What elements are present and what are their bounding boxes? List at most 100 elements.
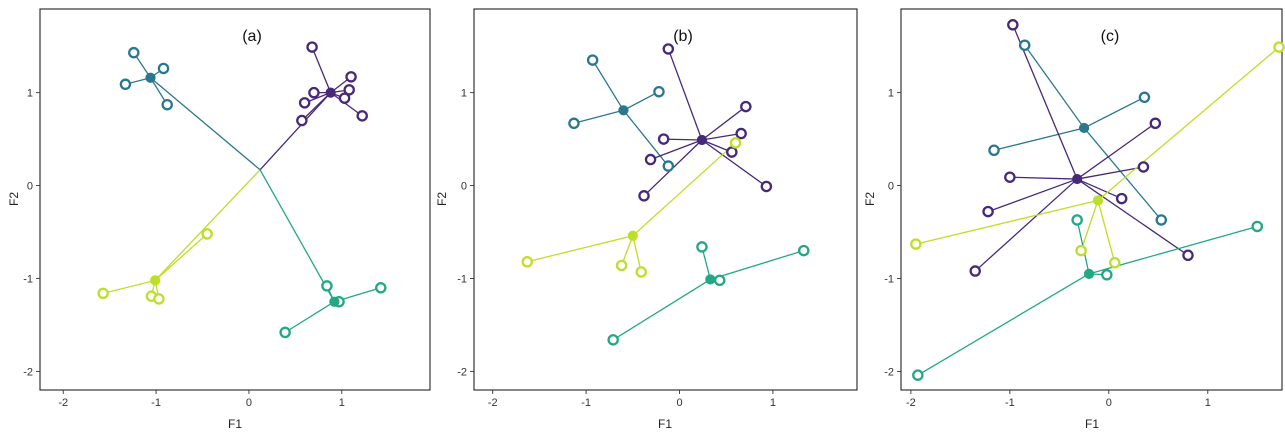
panel-c-observation-point	[911, 240, 920, 249]
panel-c-spoke-line	[1025, 45, 1084, 128]
panel-b-x-tick-label: 1	[770, 397, 776, 409]
panel-c-spoke-line	[1098, 200, 1115, 262]
panel-b-y-tick-label: 0	[461, 181, 467, 193]
panel-a-observation-point	[121, 80, 130, 89]
panel-b-centroid-point	[628, 231, 637, 240]
panel-b-observation-point	[715, 276, 724, 285]
panel-c-observation-point	[1020, 41, 1029, 50]
panel-b-observation-point	[762, 182, 771, 191]
panel-a-observation-point	[159, 64, 168, 73]
panel-c-observation-point	[1253, 222, 1262, 231]
panel-b-y-tick-label: -2	[457, 366, 467, 378]
panel-c: (c) F1 F2 -2 -1 0 1 -2 -1 0 1	[863, 9, 1284, 431]
panel-b-observation-point	[646, 155, 655, 164]
panel-a-observation-point	[297, 116, 306, 125]
panel-a-y-axis-title: F2	[7, 192, 21, 206]
panel-b-centroid-point	[697, 135, 706, 144]
panel-b-spoke-line	[574, 110, 624, 123]
panel-b-spoke-line	[613, 279, 710, 339]
panel-c-spoke-line	[1077, 167, 1143, 179]
panel-b: (b) F1 F2 -2 -1 0 1 -2 -1 0 1	[435, 9, 857, 431]
panel-c-x-tick-label: 0	[1106, 397, 1112, 409]
panel-a-observation-point	[163, 100, 172, 109]
panel-b-observation-point	[737, 129, 746, 138]
panel-c-centroid-point	[1084, 269, 1093, 278]
panel-b-observation-point	[617, 261, 626, 270]
panel-a-x-axis-title: F1	[228, 417, 242, 431]
panel-a-observation-point	[203, 229, 212, 238]
panel-c-x-tick-label: 1	[1205, 397, 1211, 409]
panel-a-x-tick-label: -1	[151, 397, 161, 409]
panel-c-y-tick-label: 1	[888, 88, 894, 100]
panel-b-spoke-line	[710, 251, 803, 280]
panel-a-center-link	[151, 78, 261, 170]
panel-c-observation-point	[1110, 258, 1119, 267]
panel-c-spoke-line	[994, 128, 1084, 150]
panel-b-x-tick-label: -1	[581, 397, 591, 409]
panel-b-observation-point	[588, 56, 597, 65]
panel-c-spoke-line	[918, 274, 1089, 375]
panel-a-observation-point	[307, 43, 316, 52]
panel-b-observation-point	[697, 242, 706, 251]
panel-c-spoke-line	[1084, 97, 1144, 128]
panel-c-x-axis-title: F1	[1085, 417, 1099, 431]
panel-a-plot	[99, 43, 386, 337]
panel-a-centroid-point	[151, 276, 160, 285]
panel-c-observation-point	[1140, 93, 1149, 102]
panel-c-y-axis-title: F2	[863, 192, 877, 206]
panel-c-y-tick-label: -2	[884, 366, 894, 378]
panel-c-observation-point	[1274, 43, 1283, 52]
panel-a-observation-point	[340, 94, 349, 103]
panel-a-observation-point	[281, 328, 290, 337]
panel-b-observation-point	[609, 335, 618, 344]
panel-a-x-tick-label: 1	[339, 397, 345, 409]
panel-a-observation-point	[300, 98, 309, 107]
panel-b-observation-point	[569, 119, 578, 128]
panel-a-title: (a)	[242, 28, 262, 45]
panel-c-observation-point	[1151, 119, 1160, 128]
panel-c-observation-point	[1008, 20, 1017, 29]
panel-a-observation-point	[376, 283, 385, 292]
panel-a-centroid-point	[330, 297, 339, 306]
panel-b-spoke-line	[651, 140, 702, 160]
panel-c-observation-point	[1073, 215, 1082, 224]
panel-c-spoke-line	[975, 179, 1077, 271]
panel-c-spoke-line	[1010, 177, 1077, 179]
panel-c-observation-point	[1117, 194, 1126, 203]
panel-a-observation-point	[154, 294, 163, 303]
panel-b-centroid-point	[619, 106, 628, 115]
panel-b-x-axis-title: F1	[658, 417, 672, 431]
panel-b-observation-point	[637, 267, 646, 276]
panel-b-spoke-line	[668, 49, 702, 140]
panel-b-observation-point	[727, 148, 736, 157]
panel-b-observation-point	[799, 246, 808, 255]
panel-a-spoke-line	[312, 47, 331, 93]
panel-c-y-tick-label: 0	[888, 181, 894, 193]
panel-a-spoke-line	[103, 280, 155, 293]
panel-b-spoke-line	[593, 60, 624, 110]
panel-c-centroid-point	[1093, 196, 1102, 205]
panel-c-title: (c)	[1101, 28, 1120, 45]
panel-b-frame	[474, 9, 857, 390]
panel-a-centroid-point	[146, 73, 155, 82]
panel-b-observation-point	[654, 87, 663, 96]
panel-a-observation-point	[129, 48, 138, 57]
panel-c-x-tick-label: -2	[906, 397, 916, 409]
panel-b-spoke-line	[527, 236, 633, 262]
panel-a-spoke-line	[285, 302, 334, 333]
panel-a-observation-point	[309, 88, 318, 97]
panel-c-observation-point	[1139, 162, 1148, 171]
panel-c-x-tick-label: -1	[1005, 397, 1015, 409]
panel-b-centroid-point	[706, 275, 715, 284]
panel-a-y-tick-label: -1	[23, 273, 33, 285]
panel-c-plot	[911, 20, 1283, 380]
panel-a-observation-point	[358, 111, 367, 120]
panel-a-spoke-line	[155, 234, 207, 280]
panel-a-observation-point	[99, 289, 108, 298]
panel-b-x-tick-label: -2	[488, 397, 498, 409]
panel-b-spoke-line	[623, 92, 658, 111]
panel-c-observation-point	[913, 371, 922, 380]
panel-c-spoke-line	[988, 179, 1077, 212]
panel-a-center-link	[155, 170, 260, 281]
panel-a-centroid-point	[326, 88, 335, 97]
